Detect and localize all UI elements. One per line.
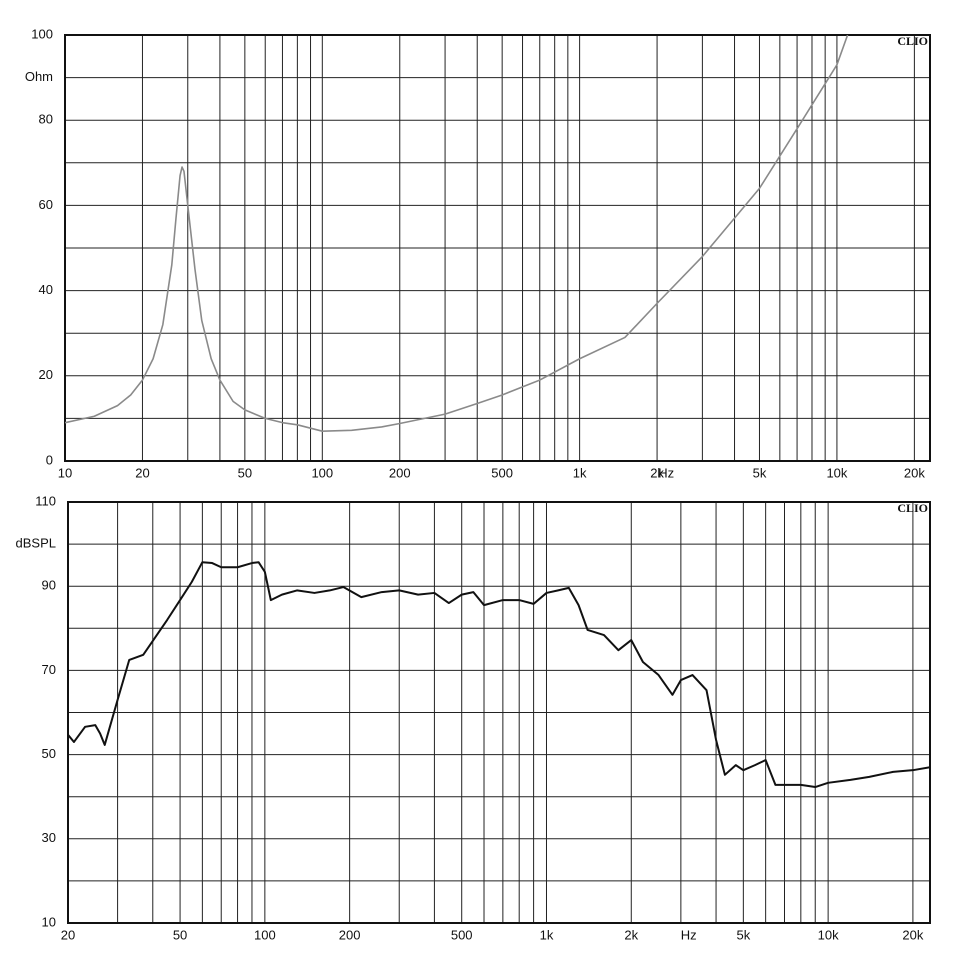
- x-tick-label: 5k: [736, 927, 750, 942]
- plot: 10 20 50 100 200 500 1k 2k 5k 10k 20k 0 20 40 60 80 100 O…: [25, 26, 931, 480]
- plot-frame: [64, 34, 931, 462]
- y-tick-label: 50: [42, 746, 56, 761]
- x-tick-label: 2k: [650, 465, 664, 480]
- x-tick-label: 1k: [573, 465, 587, 480]
- x-tick-label: 5k: [753, 465, 767, 480]
- x-tick-label: 500: [491, 465, 513, 480]
- data-line: [68, 561, 930, 789]
- watermark: CLIO: [897, 501, 928, 515]
- x-tick-label: 200: [389, 465, 411, 480]
- x-tick-label: 200: [339, 927, 361, 942]
- y-axis-label: dBSPL: [16, 536, 56, 551]
- x-tick-label: 20: [61, 927, 75, 942]
- y-tick-label: 100: [31, 26, 53, 41]
- y-tick-label: 0: [46, 452, 53, 467]
- x-tick-label: 500: [451, 927, 473, 942]
- y-tick-label: 10: [42, 914, 56, 929]
- plot: 20 50 100 200 500 1k 2k 5k 10k 20k 10 30 50 70 90 110 dB…: [16, 493, 931, 942]
- x-tick-label: 20: [135, 465, 149, 480]
- y-tick-label: 90: [42, 578, 56, 593]
- x-tick-label: 20k: [902, 927, 923, 942]
- y-axis-label: Ohm: [25, 69, 53, 84]
- y-tick-label: 80: [39, 112, 53, 127]
- watermark: CLIO: [897, 34, 928, 48]
- y-tick-label: 30: [42, 830, 56, 845]
- y-tick-label: 70: [42, 662, 56, 677]
- y-tick-label: 40: [39, 282, 53, 297]
- x-tick-label: 2k: [624, 927, 638, 942]
- x-tick-label: 20k: [904, 465, 925, 480]
- x-tick-label: 10k: [818, 927, 839, 942]
- x-axis-label: Hz: [658, 465, 674, 480]
- x-tick-label: 100: [254, 927, 276, 942]
- x-axis-label: Hz: [681, 927, 697, 942]
- x-tick-label: 100: [311, 465, 333, 480]
- y-tick-label: 60: [39, 197, 53, 212]
- plot-frame: [67, 501, 931, 924]
- x-tick-label: 10k: [826, 465, 847, 480]
- x-tick-label: 50: [238, 465, 252, 480]
- y-tick-label: 20: [39, 367, 53, 382]
- x-tick-label: 1k: [540, 927, 554, 942]
- y-tick-label: 110: [35, 493, 56, 508]
- x-tick-label: 10: [58, 465, 72, 480]
- x-tick-label: 50: [173, 927, 187, 942]
- data-line: [65, 35, 849, 432]
